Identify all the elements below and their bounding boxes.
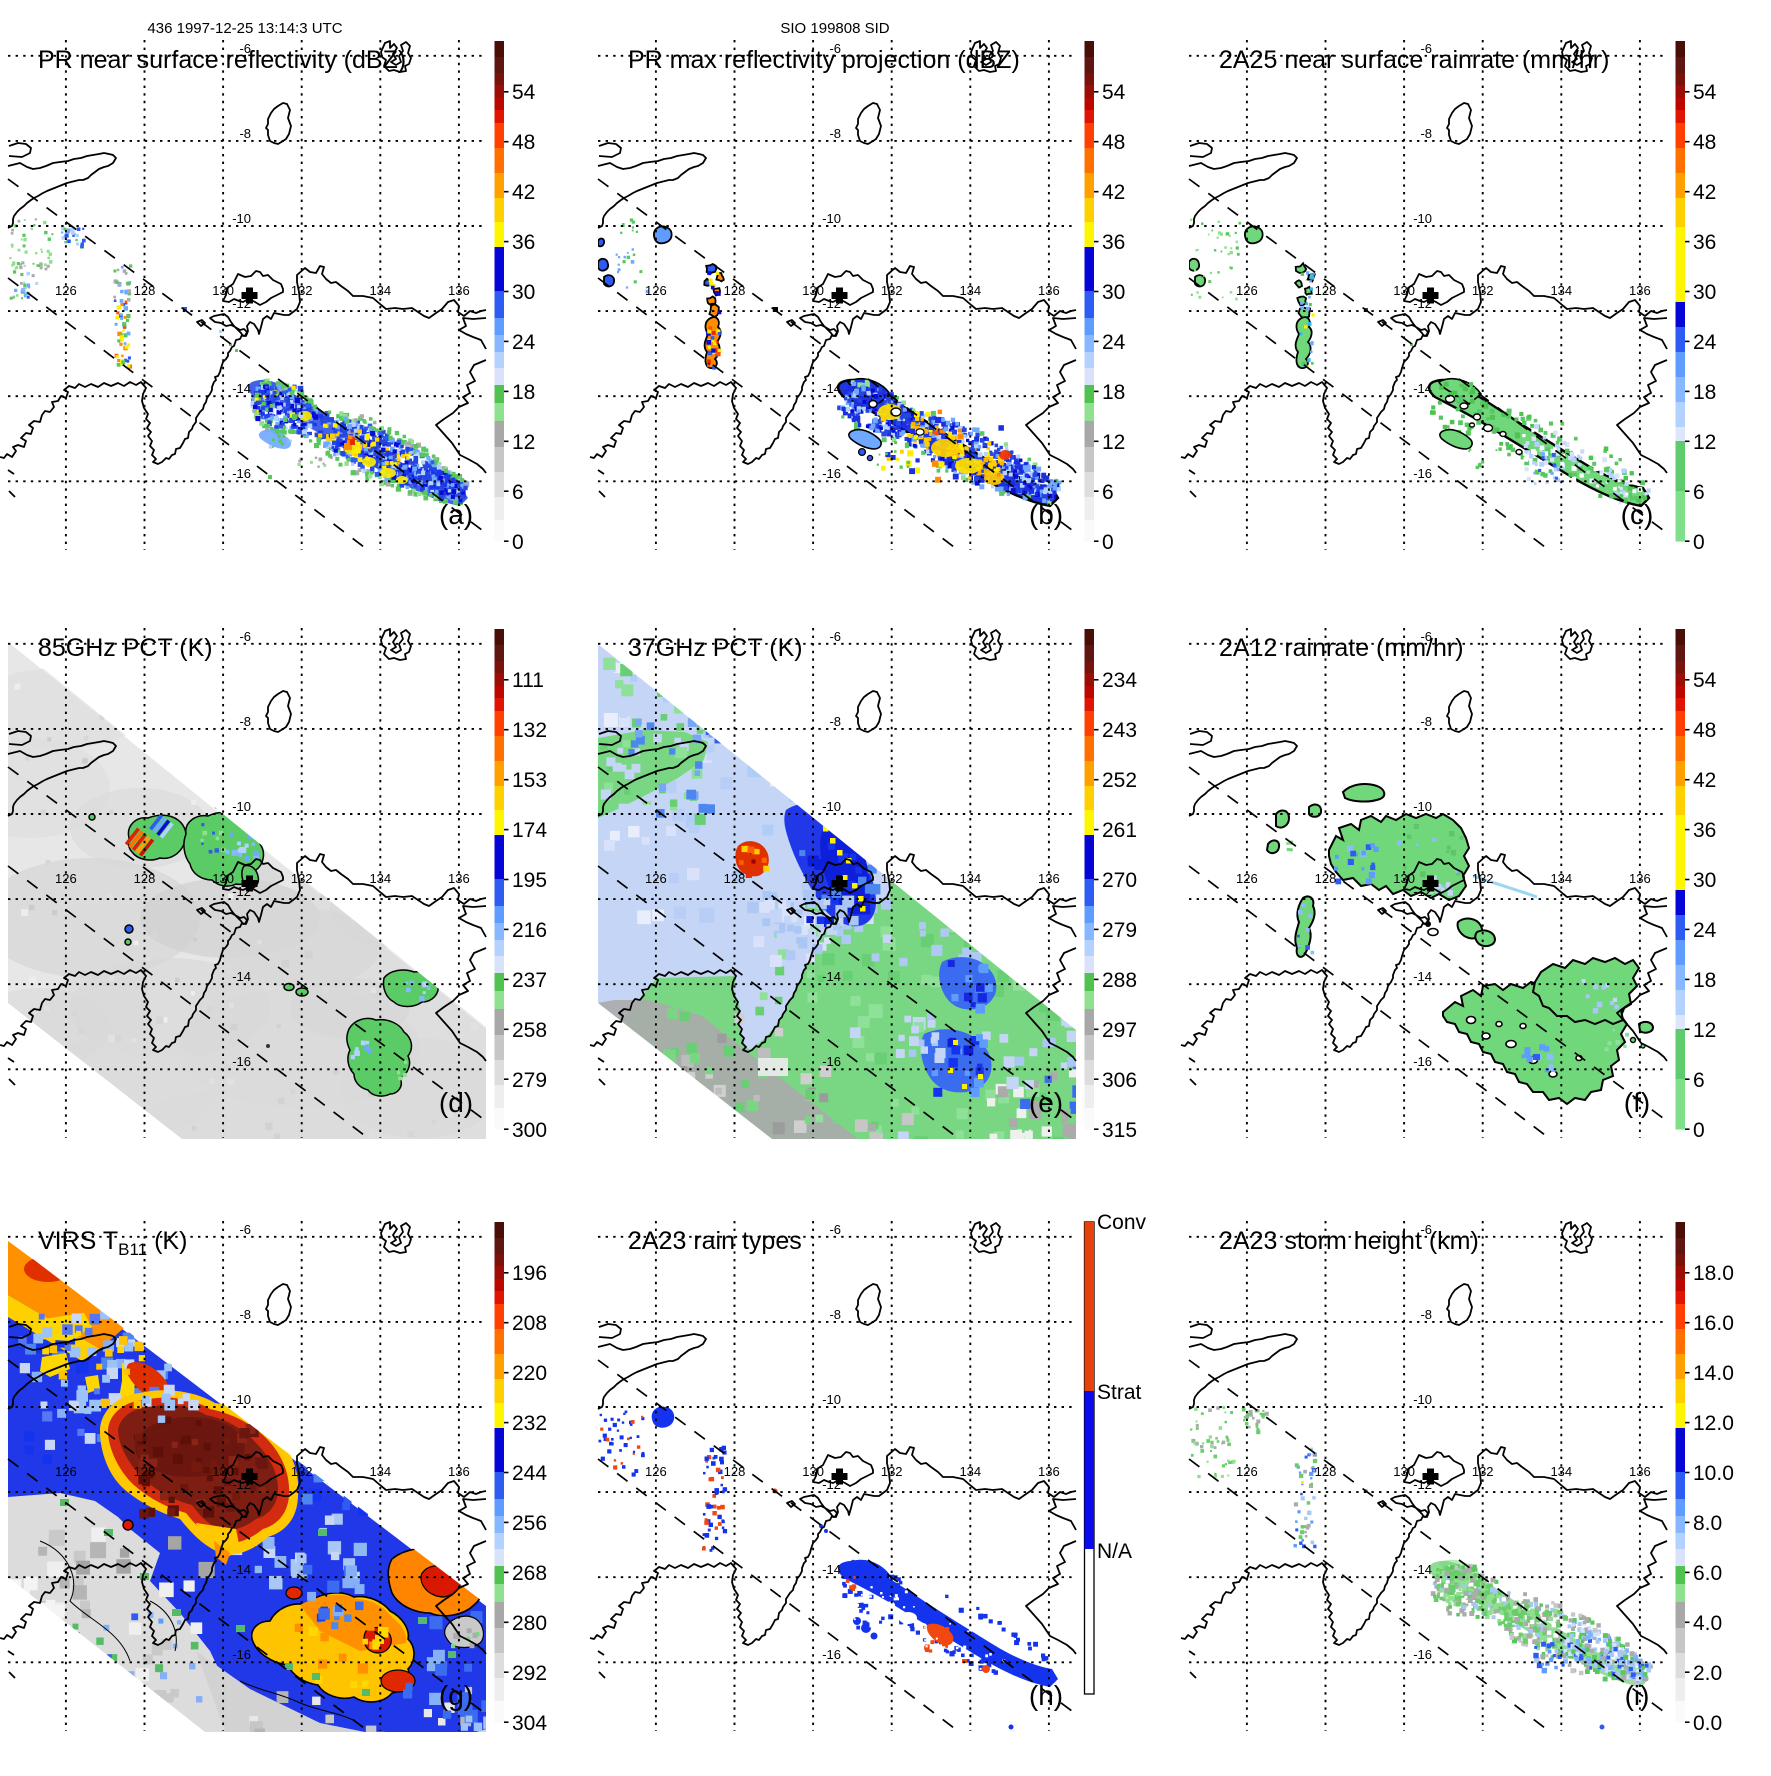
svg-text:288: 288 xyxy=(1102,969,1137,992)
svg-text:Conv: Conv xyxy=(1097,1211,1147,1234)
svg-text:37GHz PCT (K): 37GHz PCT (K) xyxy=(628,634,803,662)
svg-text:315: 315 xyxy=(1102,1119,1137,1142)
svg-text:0: 0 xyxy=(1693,1119,1705,1142)
svg-text:256: 256 xyxy=(512,1512,547,1535)
svg-text:12: 12 xyxy=(1693,1019,1716,1042)
svg-text:153: 153 xyxy=(512,769,547,792)
svg-text:244: 244 xyxy=(512,1462,547,1485)
svg-text:(c): (c) xyxy=(1621,499,1654,530)
svg-text:132: 132 xyxy=(512,719,547,742)
svg-text:6: 6 xyxy=(1102,481,1114,504)
svg-text:18: 18 xyxy=(1693,381,1716,404)
svg-text:6: 6 xyxy=(1693,1069,1705,1092)
svg-text:24: 24 xyxy=(512,331,536,354)
svg-text:24: 24 xyxy=(1693,919,1717,942)
svg-text:232: 232 xyxy=(512,1412,547,1435)
svg-text:54: 54 xyxy=(1102,81,1126,104)
svg-text:54: 54 xyxy=(512,81,536,104)
svg-text:237: 237 xyxy=(512,969,547,992)
svg-text:36: 36 xyxy=(1102,231,1125,254)
svg-text:N/A: N/A xyxy=(1097,1540,1132,1563)
svg-text:174: 174 xyxy=(512,819,547,842)
svg-text:SIO 199808 SID: SIO 199808 SID xyxy=(780,20,889,37)
svg-text:216: 216 xyxy=(512,919,547,942)
svg-text:258: 258 xyxy=(512,1019,547,1042)
svg-text:270: 270 xyxy=(1102,869,1137,892)
svg-text:2A23 rain types: 2A23 rain types xyxy=(628,1227,802,1255)
svg-text:36: 36 xyxy=(1693,819,1716,842)
svg-text:220: 220 xyxy=(512,1362,547,1385)
svg-text:2A25 near surface rainrate (mm: 2A25 near surface rainrate (mm/hr) xyxy=(1219,46,1609,74)
svg-text:PR near surface reflectivity (: PR near surface reflectivity (dBZ) xyxy=(38,46,406,74)
svg-text:Strat: Strat xyxy=(1097,1381,1142,1404)
svg-text:306: 306 xyxy=(1102,1069,1137,1092)
svg-text:30: 30 xyxy=(1693,281,1716,304)
svg-text:(a): (a) xyxy=(439,499,473,530)
svg-text:280: 280 xyxy=(512,1612,547,1635)
svg-text:2A12 rainrate (mm/hr): 2A12 rainrate (mm/hr) xyxy=(1219,634,1464,662)
svg-text:252: 252 xyxy=(1102,769,1137,792)
svg-text:42: 42 xyxy=(1693,181,1716,204)
svg-text:VIRS TB11 (K): VIRS TB11 (K) xyxy=(38,1227,187,1259)
svg-text:18: 18 xyxy=(1102,381,1125,404)
svg-text:(e): (e) xyxy=(1029,1087,1063,1118)
svg-text:243: 243 xyxy=(1102,719,1137,742)
svg-text:195: 195 xyxy=(512,869,547,892)
svg-text:(f): (f) xyxy=(1624,1087,1650,1118)
svg-text:(h): (h) xyxy=(1029,1680,1063,1711)
svg-text:300: 300 xyxy=(512,1119,547,1142)
svg-text:42: 42 xyxy=(1102,181,1125,204)
svg-text:18: 18 xyxy=(1693,969,1716,992)
svg-text:279: 279 xyxy=(512,1069,547,1092)
svg-text:6: 6 xyxy=(1693,481,1705,504)
svg-text:111: 111 xyxy=(512,669,544,692)
svg-text:48: 48 xyxy=(512,131,535,154)
svg-text:54: 54 xyxy=(1693,669,1717,692)
svg-text:36: 36 xyxy=(512,231,535,254)
svg-text:6: 6 xyxy=(512,481,524,504)
svg-text:PR max reflectivity projection: PR max reflectivity projection (dBZ) xyxy=(628,46,1020,74)
svg-text:(g): (g) xyxy=(439,1680,473,1711)
svg-text:292: 292 xyxy=(512,1662,547,1685)
svg-text:297: 297 xyxy=(1102,1019,1137,1042)
svg-text:0: 0 xyxy=(512,531,524,554)
svg-text:30: 30 xyxy=(512,281,535,304)
svg-text:261: 261 xyxy=(1102,819,1137,842)
svg-text:30: 30 xyxy=(1102,281,1125,304)
svg-text:48: 48 xyxy=(1102,131,1125,154)
svg-text:12: 12 xyxy=(1693,431,1716,454)
svg-text:208: 208 xyxy=(512,1312,547,1335)
svg-text:24: 24 xyxy=(1693,331,1717,354)
svg-text:279: 279 xyxy=(1102,919,1137,942)
svg-text:234: 234 xyxy=(1102,669,1137,692)
svg-text:436 1997-12-25 13:14:3 UTC: 436 1997-12-25 13:14:3 UTC xyxy=(147,20,342,37)
svg-text:12: 12 xyxy=(1102,431,1125,454)
svg-text:(b): (b) xyxy=(1029,499,1063,530)
svg-text:42: 42 xyxy=(512,181,535,204)
svg-text:24: 24 xyxy=(1102,331,1126,354)
svg-text:0: 0 xyxy=(1102,531,1114,554)
svg-text:36: 36 xyxy=(1693,231,1716,254)
svg-text:18: 18 xyxy=(512,381,535,404)
svg-text:12: 12 xyxy=(512,431,535,454)
svg-text:0: 0 xyxy=(1693,531,1705,554)
svg-text:42: 42 xyxy=(1693,769,1716,792)
svg-text:304: 304 xyxy=(512,1712,547,1735)
svg-text:54: 54 xyxy=(1693,81,1717,104)
svg-text:48: 48 xyxy=(1693,719,1716,742)
svg-text:196: 196 xyxy=(512,1262,547,1285)
svg-text:(d): (d) xyxy=(439,1087,473,1118)
svg-text:48: 48 xyxy=(1693,131,1716,154)
svg-text:30: 30 xyxy=(1693,869,1716,892)
svg-text:268: 268 xyxy=(512,1562,547,1585)
svg-text:85GHz PCT (K): 85GHz PCT (K) xyxy=(38,634,213,662)
